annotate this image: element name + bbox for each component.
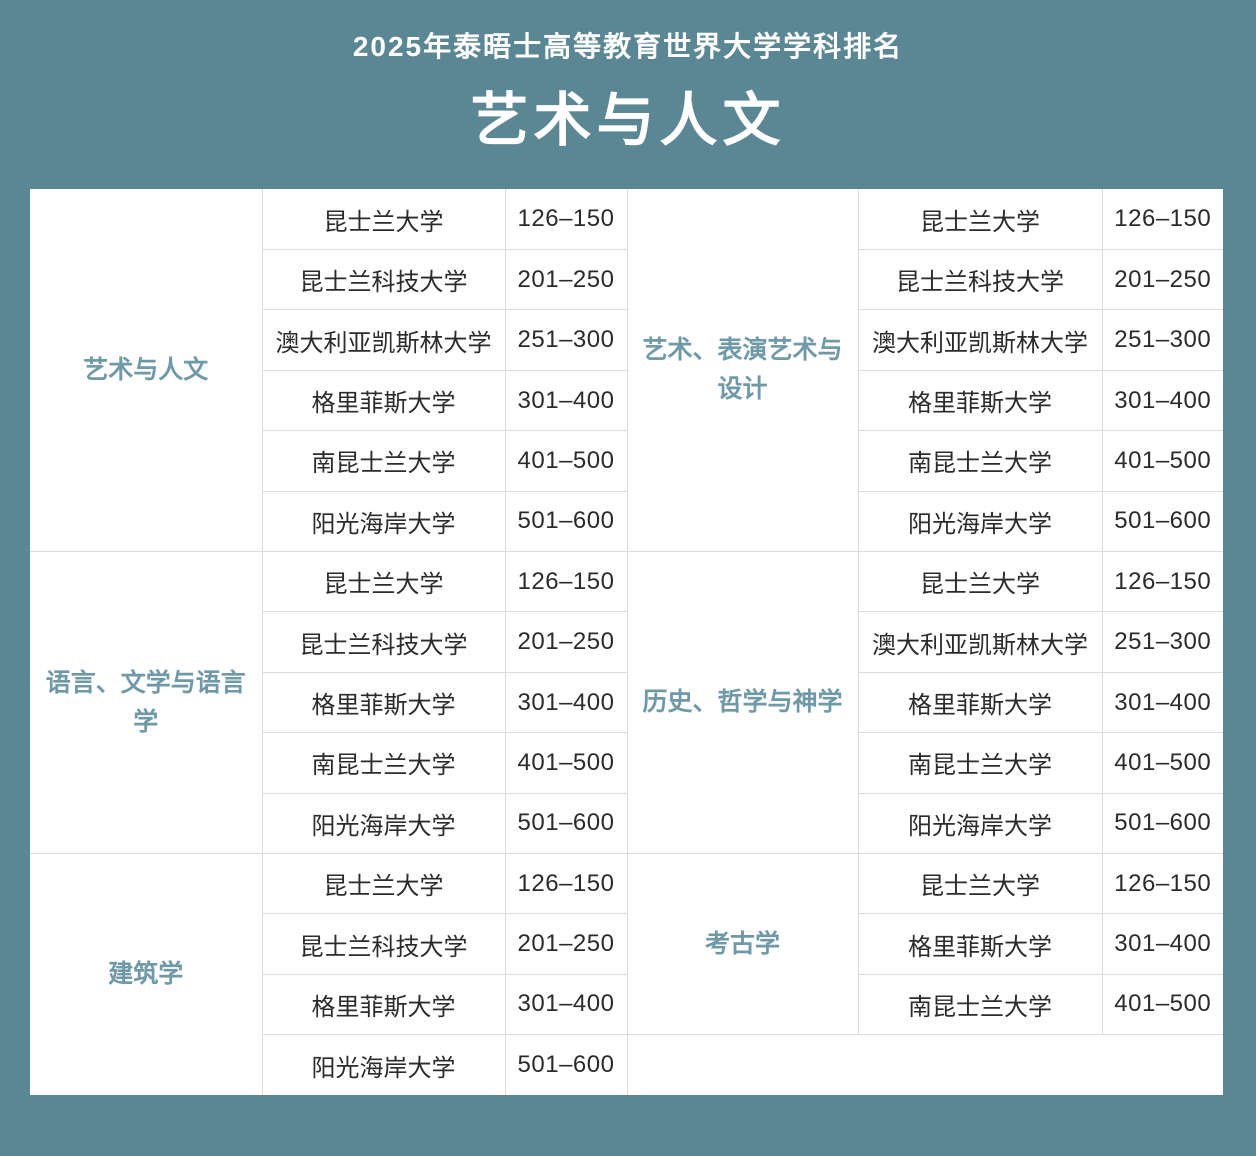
rank-cell: 126–150	[1102, 189, 1223, 251]
university-cell: 阳光海岸大学	[858, 793, 1103, 854]
rank-cell: 501–600	[1102, 491, 1223, 553]
university-cell: 格里菲斯大学	[858, 370, 1103, 432]
rank-cell: 401–500	[505, 430, 628, 492]
university-cell: 阳光海岸大学	[262, 793, 506, 854]
table-row: 格里菲斯大学 301–400 格里菲斯大学 301–400	[30, 370, 1223, 432]
rank-cell: 201–250	[505, 913, 628, 975]
university-cell: 昆士兰科技大学	[858, 249, 1103, 311]
university-cell: 澳大利亚凯斯林大学	[858, 611, 1103, 673]
table-row: 昆士兰科技大学 201–250 格里菲斯大学 301–400	[30, 913, 1223, 975]
rank-cell: 126–150	[505, 189, 628, 251]
rank-cell: 201–250	[1102, 249, 1223, 311]
university-cell: 阳光海岸大学	[262, 1034, 506, 1096]
table-row: 阳光海岸大学 501–600	[30, 1034, 1223, 1096]
subject-rankings-table: 艺术与人文 昆士兰大学 126–150 艺术、表演艺术与设计 昆士兰大学 126–150 昆…	[30, 189, 1223, 1096]
table-row: 昆士兰科技大学 201–250 澳大利亚凯斯林大学 251–300	[30, 611, 1223, 673]
category-cell: 语言、文学与语言学	[30, 551, 263, 854]
rank-cell: 251–300	[1102, 611, 1223, 673]
rank-cell: 251–300	[1102, 309, 1223, 371]
rank-cell: 126–150	[1102, 551, 1223, 613]
university-cell: 格里菲斯大学	[858, 913, 1103, 975]
university-cell: 澳大利亚凯斯林大学	[858, 309, 1103, 371]
table-row: 格里菲斯大学 301–400 格里菲斯大学 301–400	[30, 672, 1223, 734]
empty-cell	[627, 1035, 1223, 1095]
university-cell: 南昆士兰大学	[262, 430, 506, 492]
page: { "colors": { "page_background": "#5b879…	[0, 30, 1256, 1156]
rank-cell: 401–500	[505, 732, 628, 794]
rank-cell: 201–250	[505, 611, 628, 673]
table-row: 语言、文学与语言学 昆士兰大学 126–150 历史、哲学与神学 昆士兰大学 126–15…	[30, 551, 1223, 854]
university-cell: 昆士兰大学	[262, 189, 506, 251]
university-cell: 昆士兰大学	[858, 551, 1103, 613]
rank-cell: 126–150	[1102, 853, 1223, 915]
university-cell: 格里菲斯大学	[262, 370, 506, 432]
university-cell: 阳光海岸大学	[262, 491, 506, 553]
category-cell: 艺术、表演艺术与设计	[627, 189, 859, 553]
university-cell: 昆士兰大学	[262, 551, 506, 613]
rank-cell: 251–300	[505, 309, 628, 371]
rank-cell: 501–600	[1102, 793, 1223, 854]
rank-cell: 501–600	[505, 793, 628, 854]
university-cell: 昆士兰科技大学	[262, 611, 506, 673]
university-cell: 南昆士兰大学	[858, 732, 1103, 794]
rank-cell: 401–500	[1102, 430, 1223, 492]
university-cell: 南昆士兰大学	[262, 732, 506, 794]
rank-cell: 501–600	[505, 491, 628, 553]
rank-cell: 201–250	[505, 249, 628, 311]
rank-cell: 401–500	[1102, 732, 1223, 794]
table-row: 艺术与人文 昆士兰大学 126–150 艺术、表演艺术与设计 昆士兰大学 126–150	[30, 189, 1223, 553]
rank-cell: 501–600	[505, 1034, 628, 1096]
ranking-subtitle: 2025年泰晤士高等教育世界大学学科排名	[352, 31, 904, 62]
university-cell: 格里菲斯大学	[262, 672, 506, 734]
rank-cell: 301–400	[1102, 913, 1223, 975]
university-cell: 昆士兰科技大学	[262, 913, 506, 975]
university-cell: 澳大利亚凯斯林大学	[262, 309, 506, 371]
category-cell: 建筑学	[30, 853, 263, 1096]
category-cell: 艺术与人文	[30, 189, 263, 553]
university-cell: 昆士兰大学	[262, 853, 506, 915]
rankings-table-body: 艺术与人文 昆士兰大学 126–150 艺术、表演艺术与设计 昆士兰大学 126–150 昆…	[30, 189, 1223, 1096]
table-row: 南昆士兰大学 401–500 南昆士兰大学 401–500	[30, 732, 1223, 794]
table-row: 南昆士兰大学 401–500 南昆士兰大学 401–500	[30, 430, 1223, 492]
rank-cell: 126–150	[505, 551, 628, 613]
table-container: 艺术与人文 昆士兰大学 126–150 艺术、表演艺术与设计 昆士兰大学 126–150 昆…	[30, 189, 1223, 1096]
table-row: 澳大利亚凯斯林大学 251–300 澳大利亚凯斯林大学 251–300	[30, 309, 1223, 371]
rank-cell: 301–400	[505, 672, 628, 734]
rank-cell: 301–400	[505, 370, 628, 432]
university-cell: 南昆士兰大学	[858, 430, 1103, 492]
table-row: 阳光海岸大学 501–600 阳光海岸大学 501–600	[30, 491, 1223, 553]
header: 2025年泰晤士高等教育世界大学学科排名 艺术与人文	[0, 30, 1256, 155]
university-cell: 昆士兰大学	[858, 189, 1103, 251]
university-cell: 格里菲斯大学	[858, 672, 1103, 734]
table-row: 建筑学 昆士兰大学 126–150 考古学 昆士兰大学 126–150	[30, 853, 1223, 1096]
category-cell: 考古学	[627, 853, 859, 1036]
university-cell: 阳光海岸大学	[858, 491, 1103, 553]
university-cell: 南昆士兰大学	[858, 974, 1103, 1036]
table-row: 昆士兰科技大学 201–250 昆士兰科技大学 201–250	[30, 249, 1223, 311]
rank-cell: 301–400	[1102, 370, 1223, 432]
rank-cell: 401–500	[1102, 974, 1223, 1036]
table-row: 阳光海岸大学 501–600 阳光海岸大学 501–600	[30, 793, 1223, 854]
university-cell: 昆士兰科技大学	[262, 249, 506, 311]
rank-cell: 301–400	[1102, 672, 1223, 734]
category-cell: 历史、哲学与神学	[627, 551, 859, 854]
university-cell: 格里菲斯大学	[262, 974, 506, 1036]
university-cell: 昆士兰大学	[858, 853, 1103, 915]
rank-cell: 126–150	[505, 853, 628, 915]
rank-cell: 301–400	[505, 974, 628, 1036]
page-title: 艺术与人文	[470, 87, 786, 153]
table-row: 格里菲斯大学 301–400 南昆士兰大学 401–500	[30, 974, 1223, 1036]
